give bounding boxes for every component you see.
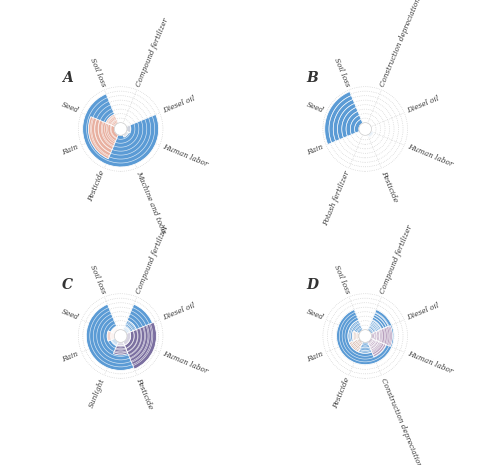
Wedge shape bbox=[123, 322, 156, 369]
Text: Diesel oil: Diesel oil bbox=[406, 302, 440, 322]
Wedge shape bbox=[123, 320, 136, 333]
Wedge shape bbox=[352, 331, 360, 341]
Circle shape bbox=[359, 123, 372, 135]
Wedge shape bbox=[350, 339, 363, 352]
Text: Rain: Rain bbox=[61, 143, 80, 157]
Wedge shape bbox=[336, 310, 394, 365]
Text: Diesel oil: Diesel oil bbox=[162, 95, 196, 115]
Text: D: D bbox=[307, 278, 319, 292]
Wedge shape bbox=[371, 326, 392, 346]
Text: Potash fertilizer: Potash fertilizer bbox=[322, 170, 352, 227]
Text: Seed: Seed bbox=[304, 308, 324, 322]
Wedge shape bbox=[123, 132, 129, 137]
Text: Soil loss: Soil loss bbox=[88, 57, 107, 88]
Text: Pesticide: Pesticide bbox=[134, 377, 154, 410]
Wedge shape bbox=[348, 320, 382, 353]
Wedge shape bbox=[112, 327, 118, 333]
Wedge shape bbox=[110, 326, 132, 347]
Wedge shape bbox=[324, 92, 363, 145]
Wedge shape bbox=[324, 92, 363, 145]
Text: Seed: Seed bbox=[60, 308, 80, 322]
Text: Compound fertilizer: Compound fertilizer bbox=[134, 224, 170, 295]
Text: Rain: Rain bbox=[306, 350, 324, 364]
Text: Pesticide: Pesticide bbox=[379, 170, 399, 203]
Text: Soil loss: Soil loss bbox=[88, 264, 107, 295]
Circle shape bbox=[114, 123, 127, 135]
Wedge shape bbox=[368, 339, 386, 357]
Wedge shape bbox=[126, 125, 130, 133]
Wedge shape bbox=[368, 313, 388, 333]
Text: Compound fertilizer: Compound fertilizer bbox=[379, 224, 414, 295]
Text: Construction depreciation: Construction depreciation bbox=[379, 377, 423, 465]
Text: B: B bbox=[307, 71, 318, 85]
Text: Soil loss: Soil loss bbox=[332, 57, 351, 88]
Text: Diesel oil: Diesel oil bbox=[162, 302, 196, 322]
Text: Construction depreciation: Construction depreciation bbox=[379, 0, 423, 88]
Text: Machine and tools: Machine and tools bbox=[134, 170, 168, 235]
Text: C: C bbox=[62, 278, 73, 292]
Wedge shape bbox=[106, 114, 118, 126]
Wedge shape bbox=[368, 132, 374, 137]
Text: Human labor: Human labor bbox=[406, 350, 454, 376]
Text: Rain: Rain bbox=[61, 350, 80, 364]
Wedge shape bbox=[114, 342, 128, 355]
Text: Soil loss: Soil loss bbox=[332, 264, 351, 295]
Text: Human labor: Human labor bbox=[162, 350, 209, 376]
Text: Compound fertilizer: Compound fertilizer bbox=[134, 17, 170, 88]
Wedge shape bbox=[86, 304, 155, 371]
Text: Rain: Rain bbox=[306, 143, 324, 157]
Wedge shape bbox=[107, 331, 115, 341]
Text: A: A bbox=[62, 71, 73, 85]
Circle shape bbox=[114, 330, 127, 342]
Text: Seed: Seed bbox=[60, 101, 80, 115]
Text: Human labor: Human labor bbox=[406, 143, 454, 169]
Wedge shape bbox=[82, 94, 158, 167]
Text: Pesticide: Pesticide bbox=[87, 170, 107, 203]
Wedge shape bbox=[88, 117, 118, 159]
Text: Diesel oil: Diesel oil bbox=[406, 95, 440, 115]
Circle shape bbox=[359, 330, 372, 342]
Text: Human labor: Human labor bbox=[162, 143, 209, 169]
Text: Seed: Seed bbox=[304, 101, 324, 115]
Text: Sunlight: Sunlight bbox=[88, 377, 107, 409]
Text: Pesticide: Pesticide bbox=[332, 377, 351, 410]
